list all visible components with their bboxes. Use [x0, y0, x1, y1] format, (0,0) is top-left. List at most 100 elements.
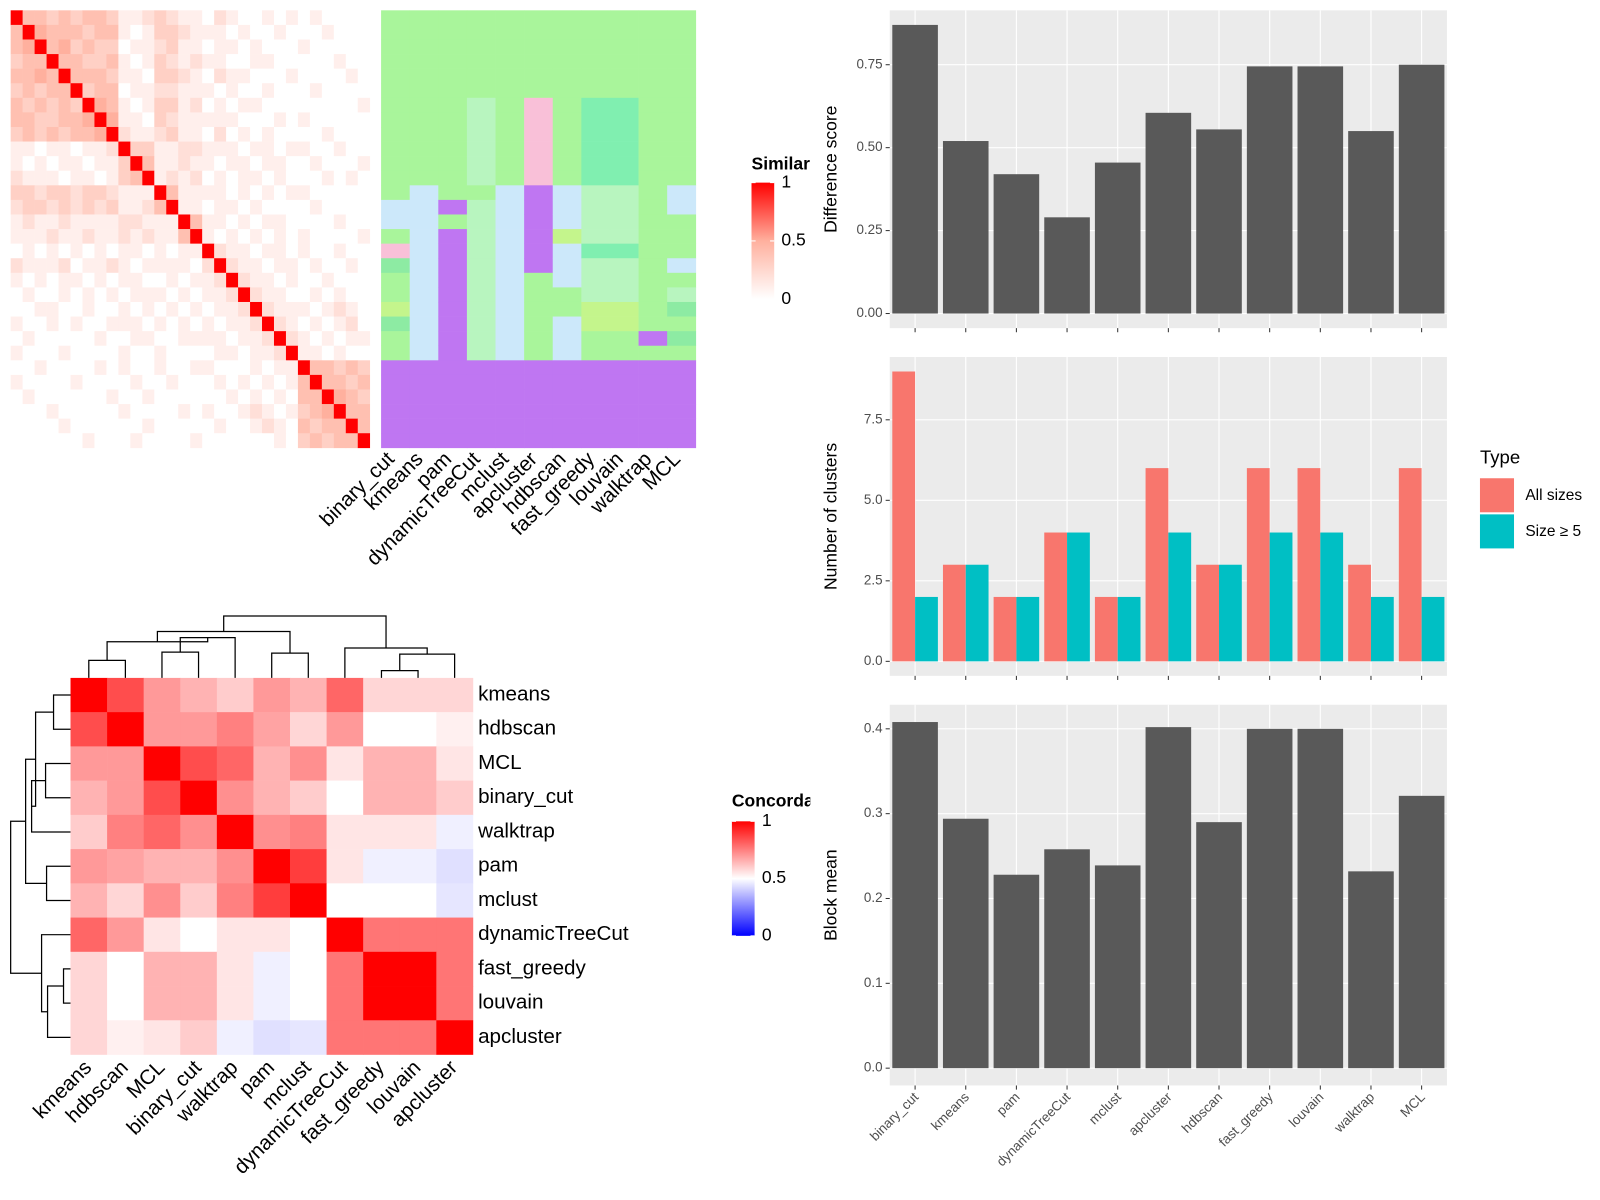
cluster-cell — [466, 83, 496, 99]
row-label: mclust — [478, 888, 538, 911]
heatmap-cell — [321, 272, 335, 288]
cluster-cell — [495, 404, 525, 419]
heatmap-cell — [321, 331, 335, 347]
cluster-cell — [638, 404, 668, 419]
heatmap-cell — [154, 418, 167, 434]
heatmap-cell — [10, 301, 23, 317]
cluster-cell — [466, 39, 496, 55]
heatmap-cell — [178, 316, 191, 332]
heatmap-cell — [22, 433, 35, 449]
heatmap-cell — [262, 199, 275, 215]
bar — [942, 818, 989, 1069]
cluster-cell — [581, 287, 611, 303]
heatmap-cell — [333, 433, 347, 449]
cluster-cell — [381, 287, 411, 303]
heatmap-cell — [142, 287, 155, 303]
cluster-cell — [495, 287, 525, 303]
legend-tick-label: 1 — [781, 171, 791, 191]
heatmap-cell — [46, 374, 59, 390]
heatmap-cell — [130, 360, 143, 376]
heatmap-cell — [166, 404, 179, 419]
heatmap-cell — [166, 214, 179, 230]
heatmap-cell — [166, 156, 179, 172]
heatmap-cell — [58, 83, 71, 99]
heatmap-cell — [253, 917, 291, 953]
heatmap-cell — [326, 883, 364, 918]
cluster-cell — [667, 126, 697, 142]
heatmap-cell — [130, 258, 143, 274]
heatmap-cell — [216, 780, 254, 816]
heatmap-cell — [142, 229, 155, 244]
heatmap-cell — [166, 170, 179, 186]
heatmap-cell — [238, 214, 251, 230]
heatmap-cell — [178, 389, 191, 405]
heatmap-cell — [130, 404, 143, 419]
heatmap-cell — [250, 418, 263, 434]
heatmap-cell — [238, 258, 251, 274]
cluster-cell — [466, 97, 496, 113]
heatmap-cell — [250, 126, 263, 142]
row-dendrogram — [30, 779, 71, 833]
heatmap-cell — [262, 185, 275, 201]
cluster-cell — [638, 170, 668, 186]
heatmap-cell — [154, 360, 167, 376]
cluster-cell — [609, 83, 639, 99]
heatmap-cell — [154, 141, 167, 157]
cluster-cell — [438, 404, 468, 419]
heatmap-cell — [202, 360, 215, 376]
heatmap-cell — [262, 39, 275, 55]
bar — [1016, 596, 1040, 662]
heatmap-cell — [178, 287, 191, 303]
heatmap-cell — [70, 849, 108, 884]
heatmap-cell — [130, 54, 143, 69]
cluster-cell — [667, 10, 697, 26]
heatmap-cell — [202, 185, 215, 201]
heatmap-cell — [250, 301, 263, 317]
heatmap-cell — [345, 112, 359, 128]
heatmap-cell — [202, 126, 215, 142]
heatmap-cell — [309, 331, 323, 347]
cluster-cell — [609, 331, 639, 347]
heatmap-cell — [309, 10, 323, 26]
cluster-cell — [552, 170, 582, 186]
heatmap-cell — [190, 243, 203, 259]
y-tick-label: 0.50 — [856, 139, 882, 154]
cluster-cell — [466, 54, 496, 69]
heatmap-cell — [285, 243, 299, 259]
cluster-cell — [638, 126, 668, 142]
heatmap-cell — [436, 883, 474, 918]
heatmap-cell — [180, 780, 218, 816]
heatmap-cell — [106, 68, 119, 84]
heatmap-cell — [290, 986, 327, 1021]
cluster-cell — [409, 141, 439, 157]
heatmap-cell — [46, 214, 59, 230]
heatmap-cell — [273, 287, 287, 303]
cluster-cell — [524, 243, 554, 259]
heatmap-cell — [202, 287, 215, 303]
heatmap-cell — [22, 112, 35, 128]
heatmap-cell — [273, 243, 287, 259]
heatmap-cell — [250, 389, 263, 405]
heatmap-cell — [130, 112, 143, 128]
cluster-cell — [466, 170, 496, 186]
heatmap-cell — [178, 68, 191, 84]
row-dendrogram — [40, 934, 71, 1013]
heatmap-cell — [178, 301, 191, 317]
heatmap-cell — [180, 986, 218, 1021]
heatmap-cell — [106, 258, 119, 274]
heatmap-cell — [273, 345, 287, 361]
cluster-cell — [638, 345, 668, 361]
heatmap-cell — [326, 780, 364, 816]
bar — [1398, 468, 1422, 662]
cluster-cell — [409, 360, 439, 376]
heatmap-cell — [297, 24, 311, 40]
heatmap-cell — [345, 170, 359, 186]
heatmap-cell — [285, 258, 299, 274]
heatmap-cell — [94, 214, 107, 230]
heatmap-cell — [238, 39, 251, 55]
heatmap-cell — [285, 331, 299, 347]
cluster-cell — [581, 374, 611, 390]
heatmap-cell — [297, 272, 311, 288]
cluster-cell — [524, 156, 554, 172]
heatmap-cell — [106, 316, 119, 332]
